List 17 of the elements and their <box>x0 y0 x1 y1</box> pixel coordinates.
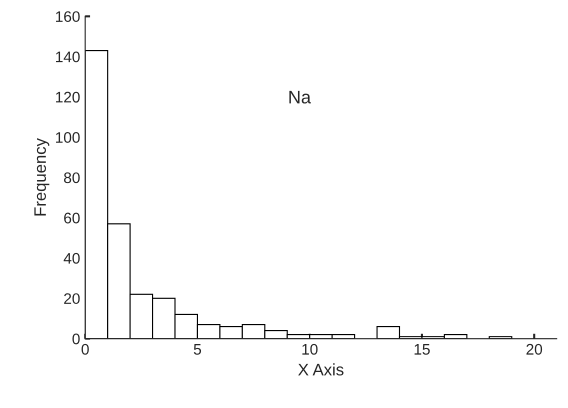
x-tick-label: 0 <box>82 344 89 355</box>
x-tick-label: 10 <box>302 344 318 355</box>
y-tick-label: 100 <box>56 132 80 143</box>
y-tick-label: 160 <box>56 11 80 22</box>
x-axis-title: X Axis <box>298 363 344 376</box>
y-tick-label: 20 <box>64 293 80 304</box>
x-tick-label: 15 <box>414 344 430 355</box>
y-tick-label: 60 <box>64 212 80 224</box>
y-axis-title: Frequency <box>34 138 50 216</box>
y-tick-label: 80 <box>64 172 80 184</box>
y-tick-label: 40 <box>64 252 80 264</box>
y-tick-label: 140 <box>56 51 80 62</box>
x-tick-label: 5 <box>194 344 202 355</box>
y-tick-label: 120 <box>56 92 80 103</box>
x-tick-label: 20 <box>526 344 542 355</box>
annotation: Na <box>289 90 311 104</box>
y-tick-label: 0 <box>72 334 80 344</box>
